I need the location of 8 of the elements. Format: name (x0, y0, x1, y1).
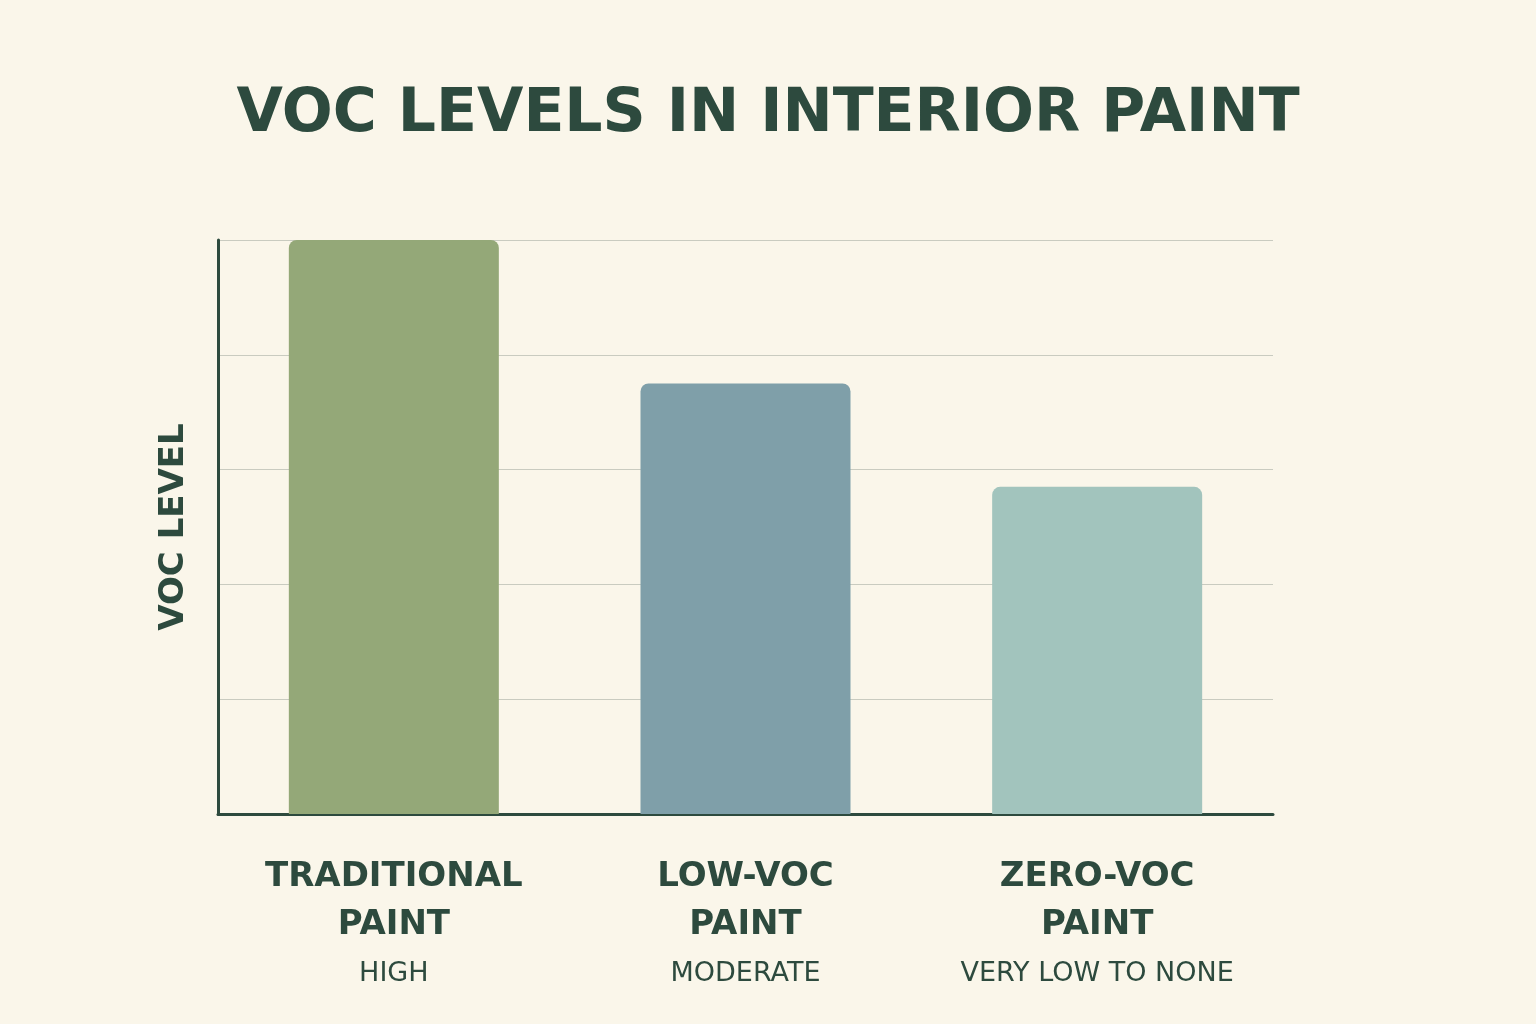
y-axis-title: VOC LEVEL (151, 423, 191, 631)
text: VERY LOW TO NONE (960, 955, 1234, 987)
x-tick-label: TRADITIONAL PAINT (264, 854, 523, 942)
x-tick-label: LOW-VOC PAINT (657, 854, 834, 942)
text: HIGH (359, 955, 429, 987)
text: MODERATE (670, 955, 821, 987)
x-tick-label: ZERO-VOC PAINT (999, 854, 1195, 942)
chart-title: VOC LEVELS IN INTERIOR PAINT (236, 75, 1300, 145)
